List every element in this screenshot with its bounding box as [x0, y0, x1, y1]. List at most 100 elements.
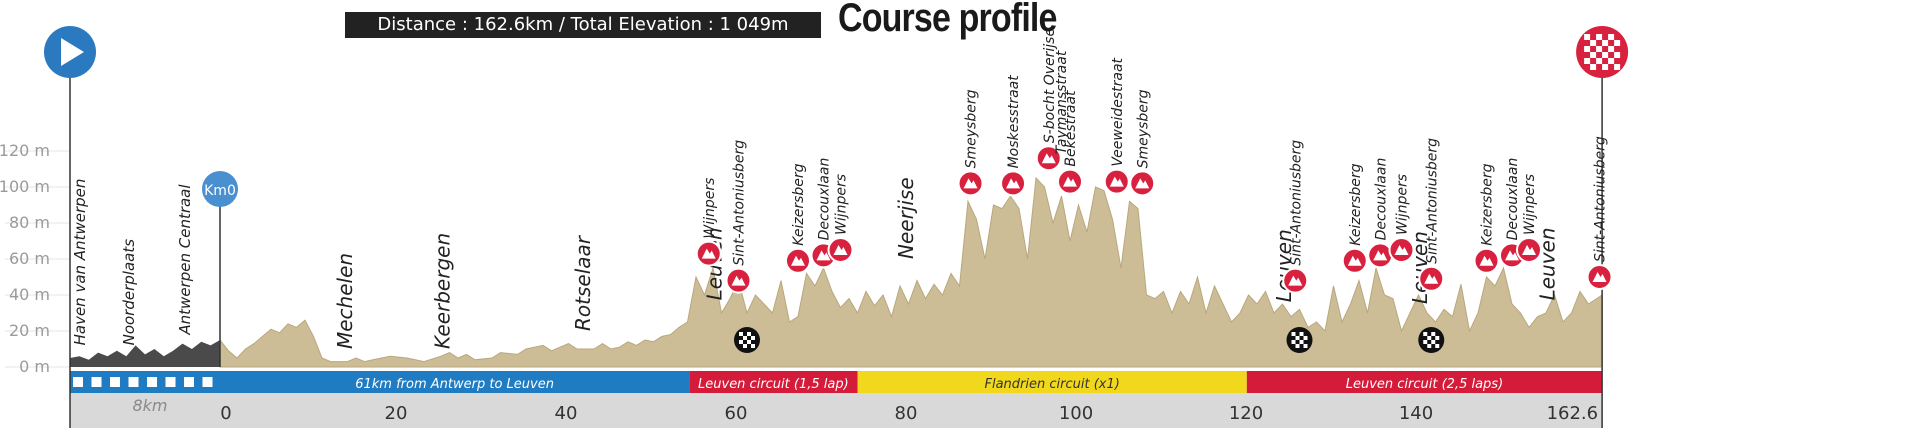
mountain-icon — [1006, 178, 1021, 189]
climb-marker: Keizersberg — [785, 163, 811, 274]
start-badge — [44, 26, 96, 78]
climb-marker: Bekestraat — [1057, 90, 1083, 195]
checker-square — [1423, 340, 1428, 344]
climb-label: Taymansstraat — [1054, 50, 1070, 154]
mountain-icon — [1347, 255, 1362, 266]
climb-label: Wijnpers — [702, 178, 718, 239]
mountain-icon — [1135, 178, 1150, 189]
climb-label: S-bocht Overijse — [1042, 28, 1058, 143]
checker-square — [1295, 344, 1300, 348]
climb-label: Sint-Antoniusberg — [732, 140, 748, 266]
checker-square — [1608, 58, 1615, 64]
mountain-icon — [1063, 176, 1077, 187]
segment-flandrien: Flandrien circuit (x1) — [857, 371, 1247, 393]
x-tick-label: 100 — [1059, 403, 1093, 424]
checker-square — [1435, 344, 1440, 348]
mountain-icon — [1479, 255, 1494, 266]
neutral-block — [91, 377, 102, 387]
segment-label: Flandrien circuit (x1) — [984, 377, 1119, 392]
neutral-distance-label: 8km — [132, 396, 167, 415]
finish-badge — [1576, 26, 1629, 78]
checker-square — [1299, 332, 1304, 336]
x-tick-label: 162.6 — [1547, 403, 1599, 424]
checker-square — [1427, 336, 1432, 340]
segment-bar — [70, 371, 220, 393]
checker-square — [1590, 52, 1597, 58]
checker-square — [1423, 332, 1428, 336]
checker-square — [747, 332, 751, 336]
checker-square — [1584, 46, 1591, 52]
segment-bar — [220, 371, 690, 393]
climb-marker: Sint-Antoniusberg — [1418, 138, 1445, 292]
play-icon — [61, 38, 84, 66]
mountain-icon — [816, 250, 831, 261]
elevation-profile — [219, 176, 1603, 368]
climb-label: Sint-Antoniusberg — [1424, 138, 1440, 264]
checker-square — [1614, 64, 1621, 70]
checker-square — [1608, 34, 1615, 40]
climb-label: Bekestraat — [1063, 90, 1079, 167]
checker-square — [1291, 340, 1296, 344]
checker-square — [739, 332, 743, 336]
segment-leuven: Leuven circuit (1,5 lap) — [689, 371, 858, 393]
climb-label: Keizersberg — [791, 163, 807, 245]
climb-label: Sint-Antoniusberg — [1593, 136, 1609, 262]
mountain-icon — [1505, 250, 1519, 261]
mountain-icon — [1373, 250, 1388, 261]
x-tick-label: 80 — [895, 403, 918, 424]
y-tick-label: 0 m — [19, 357, 50, 376]
y-tick-label: 100 m — [0, 177, 50, 196]
climb-label: Smeysberg — [964, 89, 980, 168]
finish-line-flag — [734, 327, 760, 353]
place-label: Noorderplaats — [120, 239, 138, 346]
checker-square — [1590, 40, 1597, 46]
climb-label: Moskesstraat — [1006, 75, 1022, 169]
segment-label: Leuven circuit (1,5 lap) — [698, 377, 849, 392]
segment-bar — [689, 371, 858, 393]
climb-marker: Sint-Antoniusberg — [725, 140, 752, 294]
climb-marker: Keizersberg — [1473, 163, 1500, 274]
x-axis-band — [70, 393, 1603, 428]
place-label: Keerbergen — [431, 233, 455, 349]
km0-label: Km0 — [204, 183, 236, 199]
checker-square — [1596, 34, 1603, 40]
km0-circle — [202, 171, 238, 207]
place-label: Haven van Antwerpen — [71, 179, 89, 346]
checker-square — [747, 340, 751, 344]
neutral-zone-profile — [70, 340, 220, 367]
climb-marker: Wijnpers — [827, 174, 854, 263]
checker-square — [1596, 58, 1603, 64]
x-tick-label: 40 — [555, 403, 578, 424]
x-tick-label: 20 — [385, 403, 408, 424]
climb-marker: Smeysberg — [957, 89, 984, 197]
x-tick-label: 140 — [1399, 403, 1433, 424]
place-label: Mechelen — [333, 253, 357, 349]
mountain-icon — [1592, 272, 1607, 282]
climb-label: Wijnpers — [1522, 174, 1538, 235]
checker-square — [1584, 34, 1591, 40]
checker-square — [751, 336, 755, 340]
y-tick-label: 80 m — [9, 213, 50, 232]
climb-marker: Sint-Antoniusberg — [1586, 136, 1613, 290]
climb-label: Veeweidestraat — [1110, 57, 1126, 166]
checker-square — [1602, 40, 1609, 46]
segment-label: Leuven circuit (2,5 laps) — [1346, 377, 1503, 392]
checker-square — [739, 340, 743, 344]
checker-square — [1596, 46, 1603, 52]
checker-square — [1590, 64, 1597, 70]
checker-square — [1303, 344, 1308, 348]
climb-marker: Sint-Antoniusberg — [1282, 140, 1309, 294]
segment-label: 61km from Antwerp to Leuven — [355, 377, 554, 392]
checker-square — [1608, 46, 1615, 52]
mountain-icon — [1288, 275, 1303, 286]
mountain-icon — [1041, 153, 1056, 164]
climb-marker: Decouxlaan — [810, 158, 837, 269]
checker-square — [1602, 52, 1609, 58]
place-label: Leuven — [1536, 227, 1560, 300]
km0-badge: Km0 — [202, 171, 238, 207]
checker-square — [1427, 344, 1432, 348]
x-tick-label: 60 — [725, 403, 748, 424]
y-tick-label: 20 m — [9, 321, 50, 340]
climb-label: Wijnpers — [1395, 174, 1411, 235]
